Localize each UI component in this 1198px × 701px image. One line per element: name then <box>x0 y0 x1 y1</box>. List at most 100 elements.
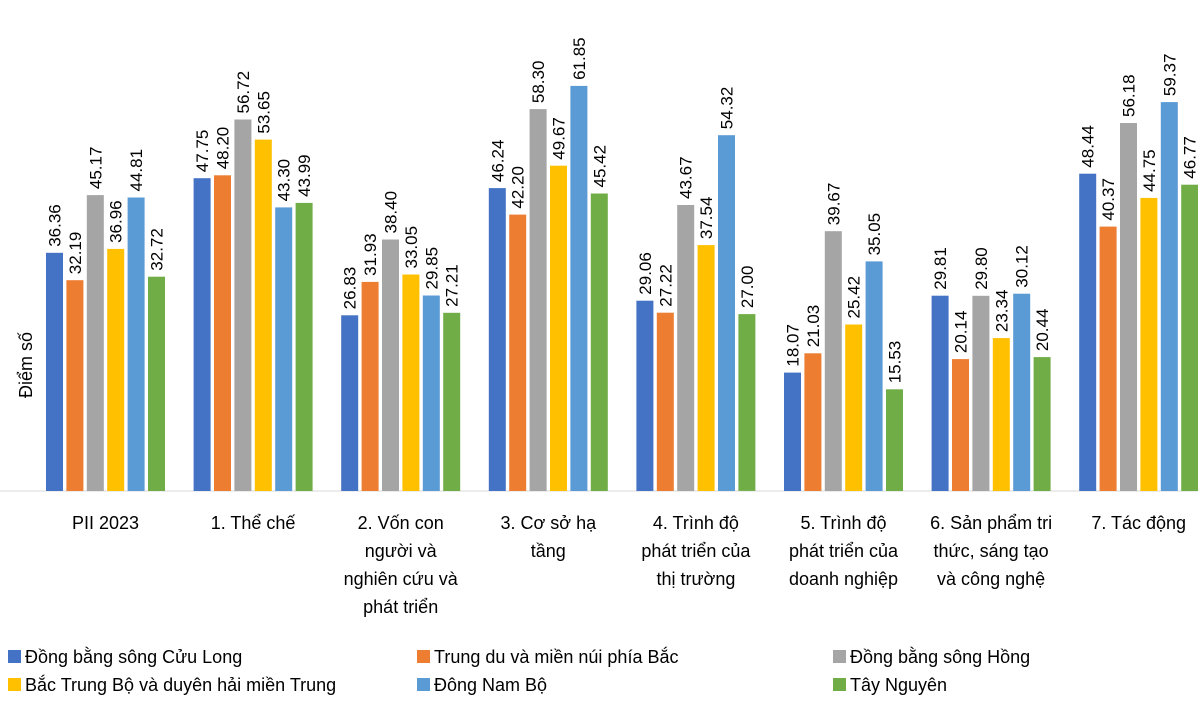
bar <box>804 353 822 491</box>
data-label: 29.80 <box>972 247 991 290</box>
category-label: phát triển <box>363 597 438 617</box>
data-label: 61.85 <box>570 37 589 80</box>
bar <box>46 252 63 491</box>
bar <box>234 119 252 491</box>
legend-label: Bắc Trung Bộ và duyên hải miền Trung <box>25 674 336 695</box>
bar <box>886 389 903 491</box>
bar <box>1013 293 1031 491</box>
bar <box>1140 197 1158 491</box>
data-label: 36.96 <box>107 200 126 243</box>
bar <box>784 372 801 491</box>
data-label: 29.81 <box>931 247 950 290</box>
bar <box>402 274 420 491</box>
y-axis-label: Điểm số <box>16 332 36 398</box>
bar <box>636 300 654 491</box>
category-labels-group: PII 2023 1. Thể chế 2. Vốn con người và nghi… <box>72 513 1186 617</box>
legend-label: Đồng bằng sông Cửu Long <box>25 646 242 667</box>
data-label: 20.44 <box>1033 309 1052 352</box>
data-label: 20.14 <box>952 311 971 354</box>
data-label: 32.19 <box>66 232 85 275</box>
data-label: 35.05 <box>865 213 884 256</box>
bar <box>66 280 84 491</box>
category-label: 3. Cơ sở hạ <box>500 513 597 533</box>
data-label: 53.65 <box>254 91 273 134</box>
legend-label: Trung du và miền núi phía Bắc <box>434 646 678 667</box>
bar <box>488 188 506 491</box>
data-label: 27.22 <box>656 264 675 307</box>
bar <box>570 85 588 492</box>
data-label: 32.72 <box>148 228 167 271</box>
bar <box>1160 102 1178 491</box>
bar <box>361 281 379 491</box>
bar <box>1099 226 1117 491</box>
legend: Đồng bằng sông Cửu Long Trung du và miền … <box>8 646 1030 695</box>
category-label: doanh nghiệp <box>789 569 898 589</box>
data-label: 21.03 <box>804 305 823 348</box>
data-label: 15.53 <box>886 341 905 384</box>
legend-swatch <box>417 650 430 663</box>
data-label: 27.21 <box>443 264 462 307</box>
category-label: phát triển của <box>789 541 899 561</box>
bar <box>107 248 125 491</box>
bar <box>422 295 440 491</box>
legend-label: Tây Nguyên <box>850 675 947 695</box>
category-label: và công nghệ <box>937 569 1045 589</box>
bar <box>295 202 313 491</box>
data-label: 48.20 <box>214 127 233 170</box>
data-label: 43.99 <box>295 154 314 197</box>
bar <box>677 205 695 491</box>
category-label: phát triển của <box>641 541 751 561</box>
data-label: 58.30 <box>529 61 548 104</box>
data-label: 25.42 <box>845 276 864 319</box>
data-label: 26.83 <box>341 267 360 310</box>
data-label: 30.12 <box>1013 245 1032 288</box>
bar <box>148 276 165 491</box>
data-label: 36.36 <box>46 204 65 247</box>
category-label: PII 2023 <box>72 513 139 533</box>
bar <box>214 175 231 492</box>
data-label: 45.42 <box>590 145 609 188</box>
data-label: 46.77 <box>1181 136 1198 179</box>
bar <box>127 197 145 491</box>
data-label: 47.75 <box>193 130 212 173</box>
category-label: 5. Trình độ <box>800 513 886 533</box>
data-label: 56.18 <box>1120 74 1139 117</box>
category-label: người và <box>365 541 438 561</box>
bar <box>529 109 547 491</box>
category-label: 1. Thể chế <box>211 513 296 533</box>
data-label: 54.32 <box>718 87 737 130</box>
data-label: 39.67 <box>824 183 843 226</box>
bar <box>86 195 104 491</box>
legend-label: Đông Nam Bộ <box>434 675 547 695</box>
data-label: 38.40 <box>382 191 401 234</box>
bar <box>1079 173 1097 491</box>
data-label: 33.05 <box>402 226 421 269</box>
data-label: 29.06 <box>636 252 655 295</box>
bar <box>992 338 1010 491</box>
bar <box>193 178 211 491</box>
data-label: 29.85 <box>422 247 441 290</box>
legend-swatch <box>8 678 21 691</box>
bar <box>382 239 399 491</box>
category-label: 2. Vốn con <box>358 513 444 533</box>
bar <box>509 214 527 491</box>
data-label: 59.37 <box>1160 54 1179 97</box>
bar <box>845 324 863 491</box>
category-label: thức, sáng tạo <box>934 541 1049 561</box>
bar <box>824 231 842 491</box>
data-label: 42.20 <box>509 166 528 209</box>
bars-group <box>46 85 1198 492</box>
legend-swatch <box>8 650 21 663</box>
bar <box>972 295 990 491</box>
category-label: 6. Sản phẩm tri <box>930 513 1052 533</box>
legend-swatch <box>833 678 846 691</box>
bar <box>1181 184 1198 491</box>
bar <box>865 261 883 491</box>
data-label: 43.30 <box>275 159 294 202</box>
data-label: 44.81 <box>127 149 146 192</box>
data-label: 27.00 <box>738 266 757 309</box>
data-label: 45.17 <box>86 147 105 190</box>
